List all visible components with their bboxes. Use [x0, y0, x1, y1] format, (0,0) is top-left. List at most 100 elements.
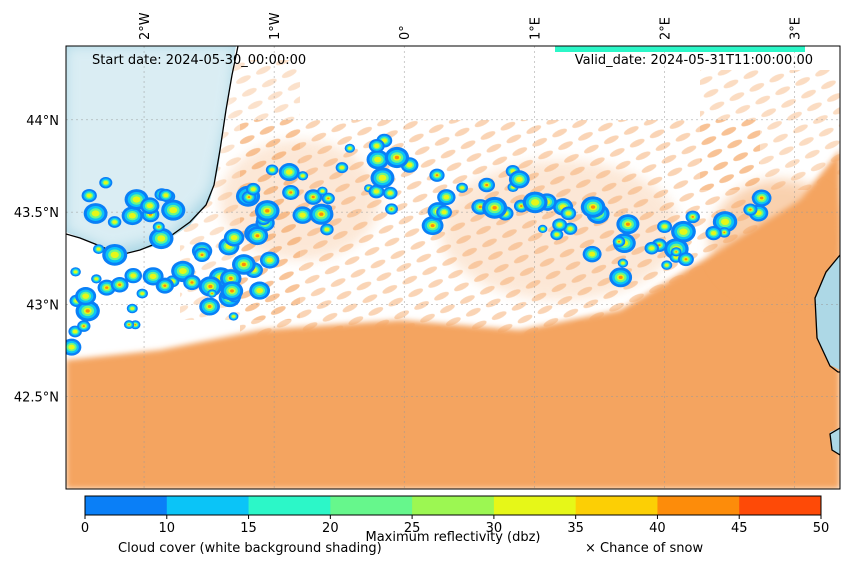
- reflectivity-cell: [421, 216, 444, 236]
- reflectivity-cell: [70, 267, 81, 277]
- reflectivity-cell: [220, 281, 244, 301]
- reflectivity-cell: [282, 184, 300, 200]
- reflectivity-cell: [335, 162, 349, 174]
- reflectivity-cell: [550, 228, 564, 241]
- colorbar-tick-label: 30: [486, 521, 503, 536]
- colorbar: 0 10 15 20 25 30 35 40 45 50: [81, 495, 829, 536]
- reflectivity-cell: [77, 320, 91, 332]
- colorbar-title: Maximum reflectivity (dbz): [366, 530, 541, 545]
- reflectivity-cell: [661, 260, 673, 270]
- reflectivity-cell: [91, 274, 102, 284]
- reflectivity-cell: [126, 303, 138, 314]
- reflectivity-cell: [671, 220, 696, 243]
- reflectivity-cell: [158, 188, 174, 202]
- reflectivity-cell: [304, 189, 323, 205]
- reflectivity-cell: [552, 218, 568, 232]
- reflectivity-cell: [317, 186, 328, 196]
- reflectivity-cell: [110, 277, 129, 293]
- reflectivity-cell: [522, 191, 548, 214]
- reflectivity-cell: [437, 189, 456, 206]
- colorbar-frame: [84, 495, 822, 516]
- colorbar-segment: [412, 496, 495, 515]
- reflectivity-cell: [560, 206, 577, 221]
- reflectivity-cell: [207, 289, 217, 298]
- reflectivity-cell: [712, 211, 738, 233]
- reflectivity-cell: [228, 312, 239, 321]
- reflectivity-cell: [193, 247, 211, 263]
- reflectivity-cell: [156, 278, 174, 294]
- reflectivity-cell: [609, 267, 633, 288]
- reflectivity-cell: [102, 243, 128, 266]
- reflectivity-cell: [478, 177, 496, 193]
- lat-label: 43°N: [26, 298, 59, 313]
- reflectivity-cell: [385, 203, 398, 215]
- reflectivity-cell: [344, 143, 356, 153]
- reflectivity-cell: [429, 168, 445, 182]
- map-frame: [65, 45, 841, 490]
- lon-label: 0°: [398, 25, 413, 40]
- reflectivity-cell: [249, 281, 271, 300]
- reflectivity-cell: [123, 320, 135, 329]
- reflectivity-cell: [75, 300, 100, 322]
- reflectivity-cell: [582, 245, 602, 263]
- reflectivity-cell: [677, 252, 694, 267]
- valid-date-label: Valid_date: 2024-05-31T11:00:00.00: [575, 53, 813, 68]
- reflectivity-cell: [751, 189, 772, 207]
- lat-label: 43.5°N: [14, 206, 59, 221]
- colorbar-tick-label: 25: [404, 521, 421, 536]
- reflectivity-cell: [670, 247, 682, 257]
- colorbar-tick-label: 45: [731, 521, 748, 536]
- reflectivity-cell: [368, 138, 385, 153]
- reflectivity-cell: [580, 196, 606, 218]
- lon-label: 1°E: [528, 17, 543, 40]
- reflectivity-cell: [612, 236, 626, 248]
- reflectivity-cell: [657, 220, 673, 234]
- reflectivity-cell: [364, 184, 374, 193]
- reflectivity-cell: [616, 214, 640, 235]
- latitude-labels: 44°N 43.5°N 43°N 42.5°N: [14, 114, 59, 406]
- reflectivity-cell: [292, 206, 313, 224]
- reflectivity-cell: [370, 167, 395, 189]
- reflectivity-cell: [81, 188, 97, 203]
- reflectivity-cell: [254, 200, 280, 222]
- reflectivity-cell: [246, 226, 269, 246]
- reflectivity-cell: [278, 163, 300, 182]
- reflectivity-cell: [617, 258, 629, 268]
- colorbar-segment: [330, 496, 413, 515]
- colorbar-segment: [657, 496, 740, 515]
- reflectivity-cell: [136, 288, 148, 299]
- lon-label: 2°E: [658, 17, 673, 40]
- map-panel: [66, 46, 840, 489]
- reflectivity-cell: [456, 182, 468, 193]
- colorbar-tick-label: 35: [567, 521, 584, 536]
- reflectivity-cell: [183, 274, 201, 291]
- colorbar-segment: [493, 496, 577, 515]
- colorbar-segment: [575, 496, 658, 515]
- reflectivity-cell: [232, 254, 256, 275]
- reflectivity-cell: [223, 228, 245, 247]
- reflectivity-cell: [83, 203, 108, 224]
- reflectivity-cell: [705, 225, 722, 241]
- colorbar-tick-label: 15: [240, 521, 257, 536]
- reflectivity-cell: [508, 170, 530, 189]
- colorbar-segment: [248, 496, 331, 515]
- reflectivity-cell: [265, 164, 279, 176]
- reflectivity-cell: [321, 192, 335, 205]
- reflectivity-cell: [149, 227, 174, 250]
- reflectivity-cell: [107, 216, 122, 228]
- reflectivity-cell: [743, 203, 758, 216]
- reflectivity-cell: [537, 224, 548, 233]
- reflectivity-cell: [66, 338, 82, 356]
- reflectivity-cells: [66, 46, 805, 356]
- reflectivity-cell: [366, 149, 390, 170]
- colorbar-segment: [739, 496, 822, 515]
- reflectivity-cell: [320, 223, 334, 236]
- reflectivity-cell: [124, 267, 143, 284]
- lat-label: 44°N: [26, 114, 59, 129]
- lon-label: 1°W: [268, 12, 283, 40]
- colorbar-tick-label: 20: [322, 521, 339, 536]
- reflectivity-cell: [685, 210, 700, 224]
- reflectivity-strip: [555, 46, 805, 52]
- reflectivity-cell: [161, 199, 186, 221]
